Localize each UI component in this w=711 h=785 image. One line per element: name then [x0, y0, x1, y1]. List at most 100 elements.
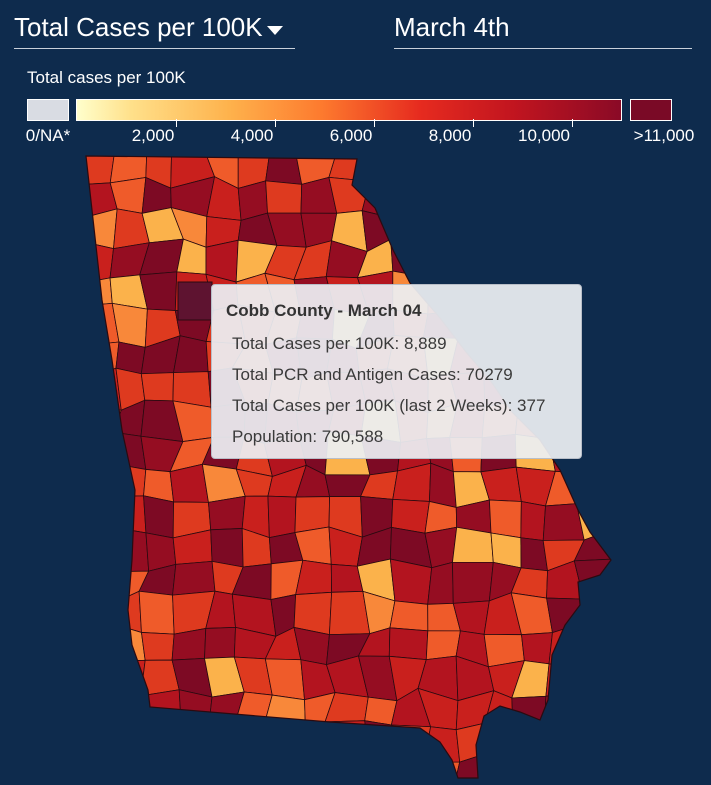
caret-down-icon[interactable] [266, 25, 283, 35]
county-region[interactable] [110, 495, 147, 534]
county-region[interactable] [459, 175, 495, 221]
county-region[interactable] [519, 239, 548, 276]
county-region[interactable] [332, 752, 370, 785]
county-region[interactable] [484, 150, 525, 179]
county-region[interactable] [84, 431, 114, 471]
county-cobb[interactable] [177, 281, 213, 321]
county-region[interactable] [522, 177, 555, 218]
county-region[interactable] [455, 722, 491, 763]
county-region[interactable] [459, 150, 490, 181]
county-region[interactable] [419, 210, 461, 250]
county-region[interactable] [84, 208, 118, 250]
county-region[interactable] [328, 150, 371, 182]
county-region[interactable] [108, 431, 147, 470]
county-region[interactable] [84, 562, 121, 602]
county-region[interactable] [582, 760, 611, 785]
county-region[interactable] [263, 720, 306, 760]
county-region[interactable] [542, 239, 586, 273]
county-region[interactable] [140, 689, 182, 731]
county-region[interactable] [544, 687, 587, 728]
county-region[interactable] [295, 721, 335, 760]
county-region[interactable] [574, 472, 611, 505]
county-region[interactable] [204, 626, 236, 659]
county-region[interactable] [388, 757, 425, 785]
county-region[interactable] [488, 499, 522, 539]
county-region[interactable] [119, 590, 142, 633]
county-region[interactable] [144, 725, 183, 761]
county-region[interactable] [580, 271, 611, 313]
county-region[interactable] [264, 694, 306, 729]
county-region[interactable] [84, 277, 113, 307]
county-region[interactable] [267, 495, 297, 539]
county-region[interactable] [84, 625, 122, 670]
county-region[interactable] [580, 598, 611, 635]
county-region[interactable] [511, 150, 555, 183]
county-region[interactable] [512, 720, 556, 761]
county-region[interactable] [143, 495, 174, 539]
county-region[interactable] [522, 214, 552, 242]
county-region[interactable] [202, 728, 234, 766]
county-region[interactable] [110, 755, 151, 785]
county-region[interactable] [452, 526, 494, 563]
county-region[interactable] [572, 246, 611, 273]
county-region[interactable] [484, 175, 525, 221]
county-region[interactable] [419, 247, 460, 278]
county-region[interactable] [232, 756, 269, 785]
metric-selector-dropdown[interactable]: Total Cases per 100K [14, 6, 295, 49]
county-region[interactable] [520, 501, 546, 541]
county-region[interactable] [294, 496, 331, 534]
county-region[interactable] [180, 725, 209, 766]
county-region[interactable] [545, 663, 587, 697]
county-region[interactable] [572, 180, 611, 213]
county-region[interactable] [140, 632, 175, 661]
county-region[interactable] [140, 372, 174, 402]
county-region[interactable] [458, 241, 494, 282]
county-region[interactable] [419, 176, 461, 220]
county-region[interactable] [359, 752, 391, 785]
county-region[interactable] [295, 756, 335, 785]
county-region[interactable] [324, 720, 370, 758]
county-region[interactable] [488, 751, 522, 785]
county-region[interactable] [84, 753, 122, 785]
county-region[interactable] [491, 217, 524, 243]
county-region[interactable] [548, 150, 577, 184]
county-region[interactable] [208, 495, 246, 531]
county-region[interactable] [84, 720, 122, 757]
county-region[interactable] [458, 218, 494, 249]
county-region[interactable] [520, 754, 556, 785]
county-region[interactable] [84, 661, 116, 691]
county-region[interactable] [388, 627, 429, 661]
county-region[interactable] [452, 561, 494, 604]
county-region[interactable] [389, 210, 421, 250]
county-region[interactable] [232, 720, 266, 764]
county-region[interactable] [576, 687, 611, 728]
county-region[interactable] [169, 463, 209, 503]
county-region[interactable] [108, 462, 147, 498]
county-region[interactable] [265, 150, 303, 185]
county-region[interactable] [389, 176, 424, 218]
county-region[interactable] [210, 528, 244, 568]
county-region[interactable] [363, 150, 394, 184]
county-region[interactable] [425, 630, 461, 661]
county-region[interactable] [542, 211, 574, 248]
county-region[interactable] [265, 180, 303, 214]
county-region[interactable] [84, 241, 114, 284]
county-region[interactable] [169, 753, 207, 785]
county-region[interactable] [138, 590, 175, 635]
county-region[interactable] [84, 687, 116, 731]
county-region[interactable] [109, 687, 152, 731]
county-region[interactable] [427, 561, 454, 605]
county-region[interactable] [263, 756, 307, 785]
county-region[interactable] [109, 720, 152, 761]
county-region[interactable] [84, 403, 122, 441]
county-region[interactable] [202, 762, 241, 785]
county-region[interactable] [521, 632, 553, 665]
county-region[interactable] [574, 661, 611, 691]
county-region[interactable] [572, 211, 611, 252]
county-region[interactable] [484, 720, 522, 756]
county-region[interactable] [84, 462, 112, 498]
county-region[interactable] [491, 240, 524, 282]
county-region[interactable] [575, 150, 611, 184]
county-region[interactable] [84, 599, 121, 638]
county-region[interactable] [84, 528, 121, 573]
